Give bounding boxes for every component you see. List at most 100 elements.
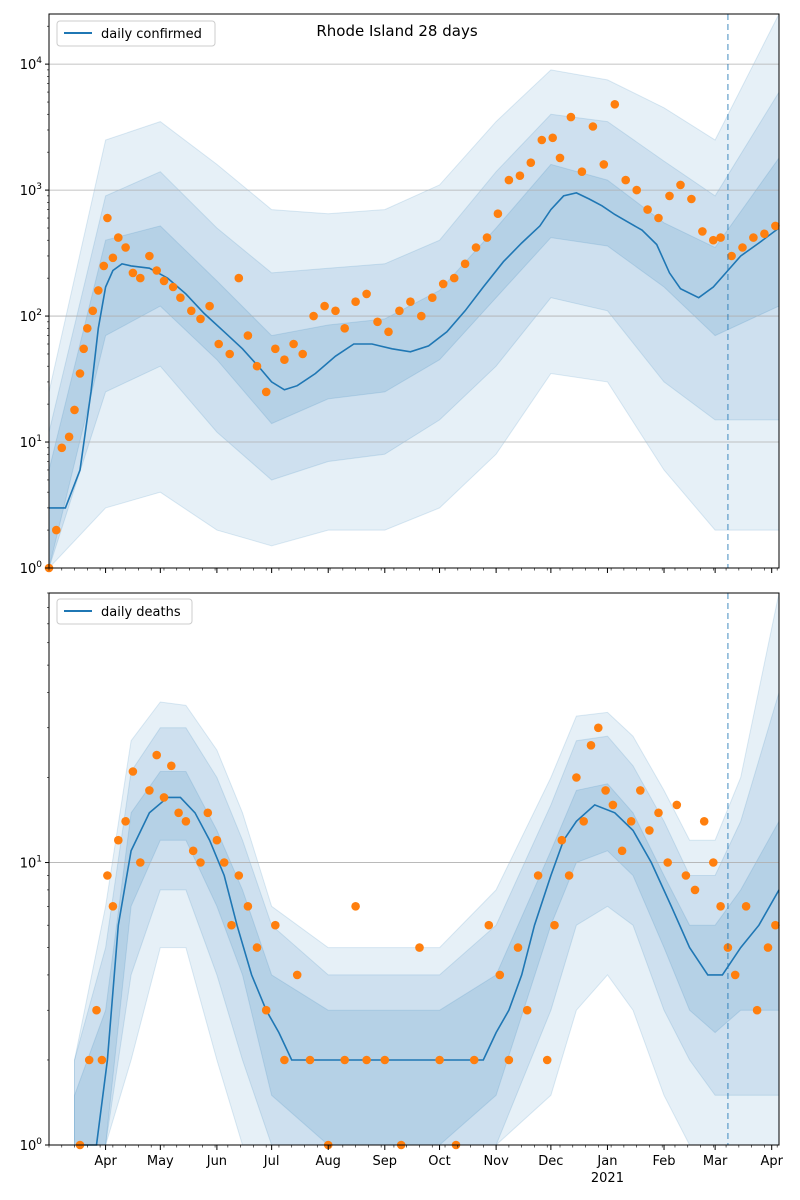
x-tick-label: May [147,1154,174,1169]
observed-point [97,1055,107,1065]
observed-point [515,171,525,180]
observed-point [196,858,205,867]
observed-point [384,327,393,337]
x-tick-label: Aug [316,1154,341,1169]
observed-point [362,1055,371,1065]
y-tick-label: 101 [20,434,42,451]
observed-point [108,902,118,911]
observed-point [555,153,565,163]
observed-point [176,293,185,303]
observed-point [537,135,547,145]
observed-point [504,1055,514,1065]
observed-point [626,817,636,826]
observed-point [196,314,205,324]
observed-point [52,525,61,535]
observed-point [449,273,459,283]
observed-point [280,1055,289,1065]
deaths-axes-frame [48,592,780,1146]
deaths-legend: daily deaths [56,598,193,625]
observed-point [621,175,630,185]
confirmed-x-axis [48,568,778,573]
observed-point [128,268,138,278]
deaths-y-axis: 100 101 [20,592,49,1154]
observed-point [504,175,514,185]
observed-point [438,279,448,289]
observed-point [471,243,481,252]
observed-point [292,970,302,980]
observed-point [362,289,371,299]
observed-point [83,324,92,333]
x-tick-label: Apr [760,1154,783,1169]
observed-point [610,100,620,109]
deaths-legend-box [56,598,193,625]
observed-point [741,902,751,911]
y-tick-label: 104 [20,56,43,73]
observed-point [373,317,382,327]
observed-point [271,344,280,354]
observed-point [145,786,154,795]
confirmed-legend: daily confirmed [56,20,216,47]
observed-point [645,826,654,835]
observed-point [482,233,492,242]
confirmed-legend-box [56,20,216,47]
observed-point [103,213,112,223]
confirmed-y-axis: 100 101 102 103 104 [20,25,49,577]
observed-point [586,741,596,750]
confirmed-panel: 100 101 102 103 104 Rhode Island 28 days dai… [20,13,780,577]
observed-point [227,920,236,930]
observed-point [103,871,112,880]
observed-point [495,970,505,980]
observed-point [305,1055,315,1065]
x-tick-label: Oct [428,1154,450,1169]
x-tick-label: Apr [94,1154,117,1169]
observed-point [771,221,780,231]
x-year-label: 2021 [591,1171,624,1186]
observed-point [533,871,543,880]
observed-point [665,191,674,201]
observed-point [203,808,213,818]
observed-point [114,835,123,845]
observed-point [522,1005,532,1015]
observed-point [557,835,567,845]
observed-point [271,920,280,930]
observed-point [469,1055,479,1065]
observed-point [205,301,214,311]
observed-point [70,405,79,415]
confirmed-plot-area [49,14,779,568]
observed-point [188,846,198,856]
observed-point [225,349,234,359]
chart-title: Rhode Island 28 days [316,22,477,40]
observed-point [676,180,685,190]
confirmed-fitted-line [49,192,780,509]
observed-point [513,943,523,952]
observed-point [643,205,652,214]
observed-point [168,282,178,292]
observed-point [243,331,253,340]
observed-point [136,858,145,867]
observed-point [415,943,424,952]
observed-point [752,1005,762,1015]
observed-point [108,253,118,263]
observed-point [159,276,169,286]
observed-point [351,297,360,307]
observed-point [709,235,718,245]
observed-point [601,786,610,795]
confirmed-legend-label: daily confirmed [101,27,202,42]
observed-point [632,185,641,195]
x-tick-label: Feb [653,1154,676,1169]
observed-point [687,194,696,204]
observed-point [699,817,709,826]
observed-point [663,858,672,867]
observed-point [340,1055,350,1065]
observed-point [542,1055,552,1065]
observed-point [654,213,663,223]
observed-point [212,835,222,845]
deaths-panel: 100 101 Apr May Jun Jul Aug Sep Oct Nov Dec Jan Feb… [20,592,784,1186]
observed-point [566,112,576,122]
observed-point [435,1055,444,1065]
confirmed-axes-frame [48,13,780,569]
deaths-fitted-line [83,796,780,1146]
x-tick-label: Mar [703,1154,728,1169]
observed-point [214,339,223,349]
observed-point [94,286,103,295]
